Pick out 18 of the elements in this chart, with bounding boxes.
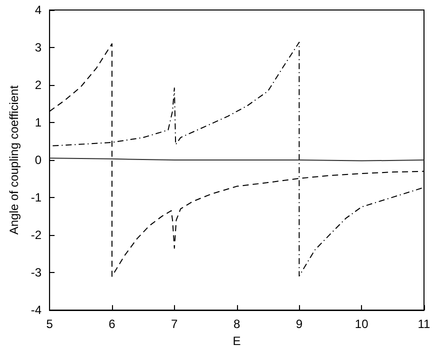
x-tick-label: 10 <box>354 317 369 332</box>
y-tick-label: 4 <box>34 3 42 17</box>
x-tick-label: 11 <box>418 317 431 332</box>
y-axis-title: Angle of coupling coefficient <box>7 84 21 235</box>
y-tick-label: 3 <box>34 40 42 55</box>
x-tick-label: 8 <box>233 317 240 332</box>
y-tick-label: 0 <box>34 153 42 168</box>
x-tick-label: 6 <box>108 317 116 332</box>
y-tick-label: -1 <box>30 190 42 205</box>
y-tick-label: -4 <box>30 303 42 318</box>
x-tick-label: 7 <box>171 317 178 332</box>
x-axis-title: E <box>232 334 241 348</box>
x-tick-label: 5 <box>46 317 54 332</box>
x-tick-label: 9 <box>296 317 303 332</box>
y-tick-label: 1 <box>34 116 42 130</box>
y-tick-label: -2 <box>30 228 42 242</box>
y-tick-label: -3 <box>30 266 42 280</box>
y-tick-label: 2 <box>34 78 42 92</box>
